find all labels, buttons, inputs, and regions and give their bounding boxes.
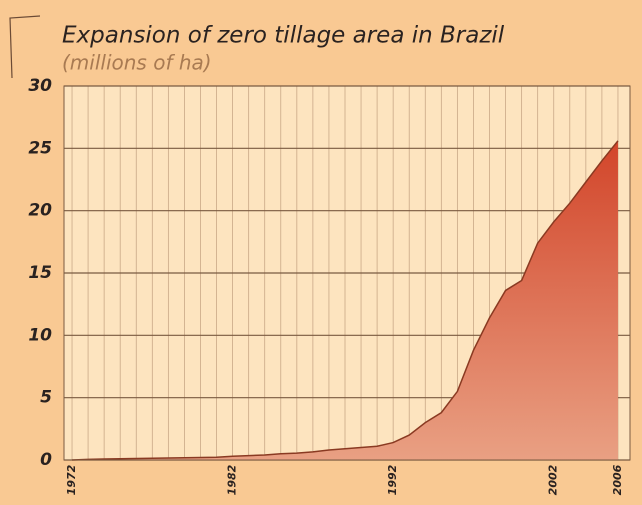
y-tick-label: 5: [40, 388, 52, 408]
plot-frame: [63, 85, 631, 461]
x-tick-label: 1982: [226, 464, 239, 495]
y-tick-label: 30: [28, 76, 52, 96]
decoration: [9, 15, 41, 79]
x-tick-label: 1972: [65, 464, 78, 495]
y-tick-label: 15: [28, 263, 52, 283]
x-tick-label: 2002: [547, 464, 560, 495]
y-tick-label: 0: [40, 450, 52, 470]
area-line: [71, 140, 619, 461]
area: [72, 140, 618, 460]
y-tick-label: 10: [28, 325, 52, 345]
x-tick-label: 1992: [386, 464, 399, 495]
x-tick-label: 2006: [611, 464, 624, 495]
chart-subtitle: (millions of ha): [62, 51, 212, 75]
y-tick-label: 20: [28, 201, 52, 221]
y-tick-label: 25: [28, 138, 52, 158]
chart-title: Expansion of zero tillage area in Brazil: [62, 23, 505, 49]
